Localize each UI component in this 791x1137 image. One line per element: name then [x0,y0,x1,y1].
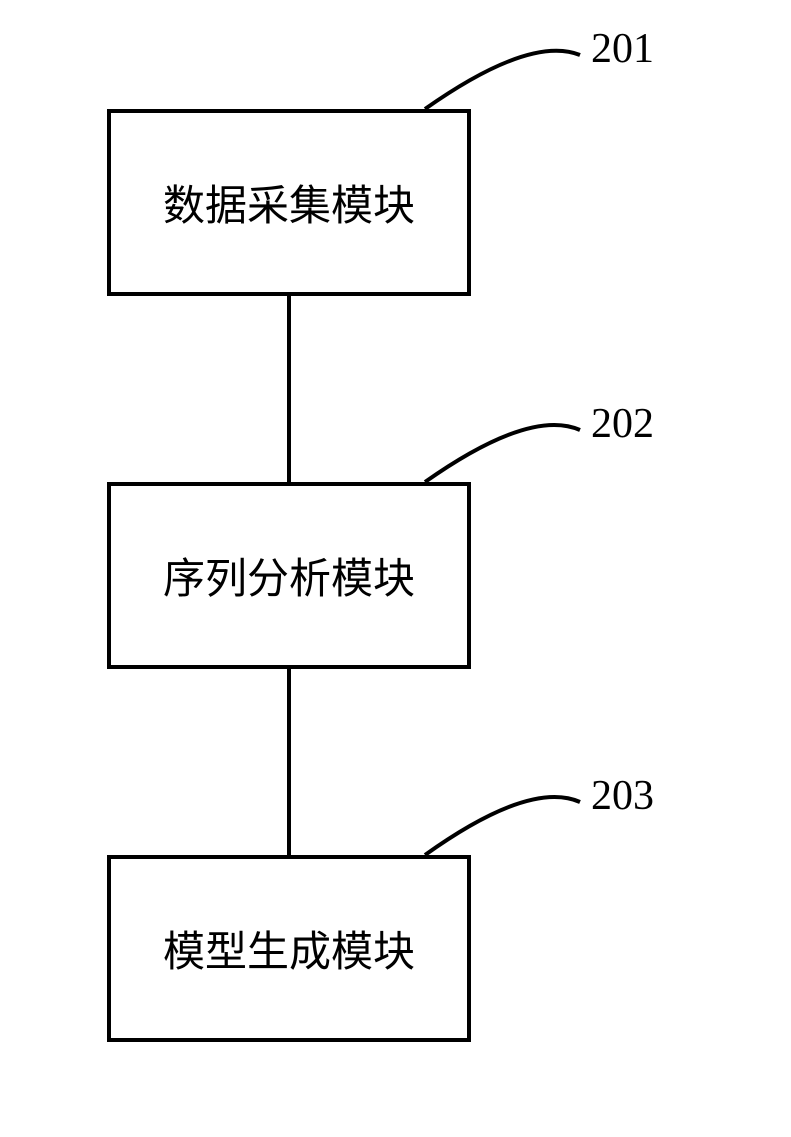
leader-line [0,0,791,1137]
reference-number: 203 [591,772,654,820]
flowchart-diagram: 数据采集模块 201 序列分析模块 202 模型生成模块 203 [0,0,791,1137]
